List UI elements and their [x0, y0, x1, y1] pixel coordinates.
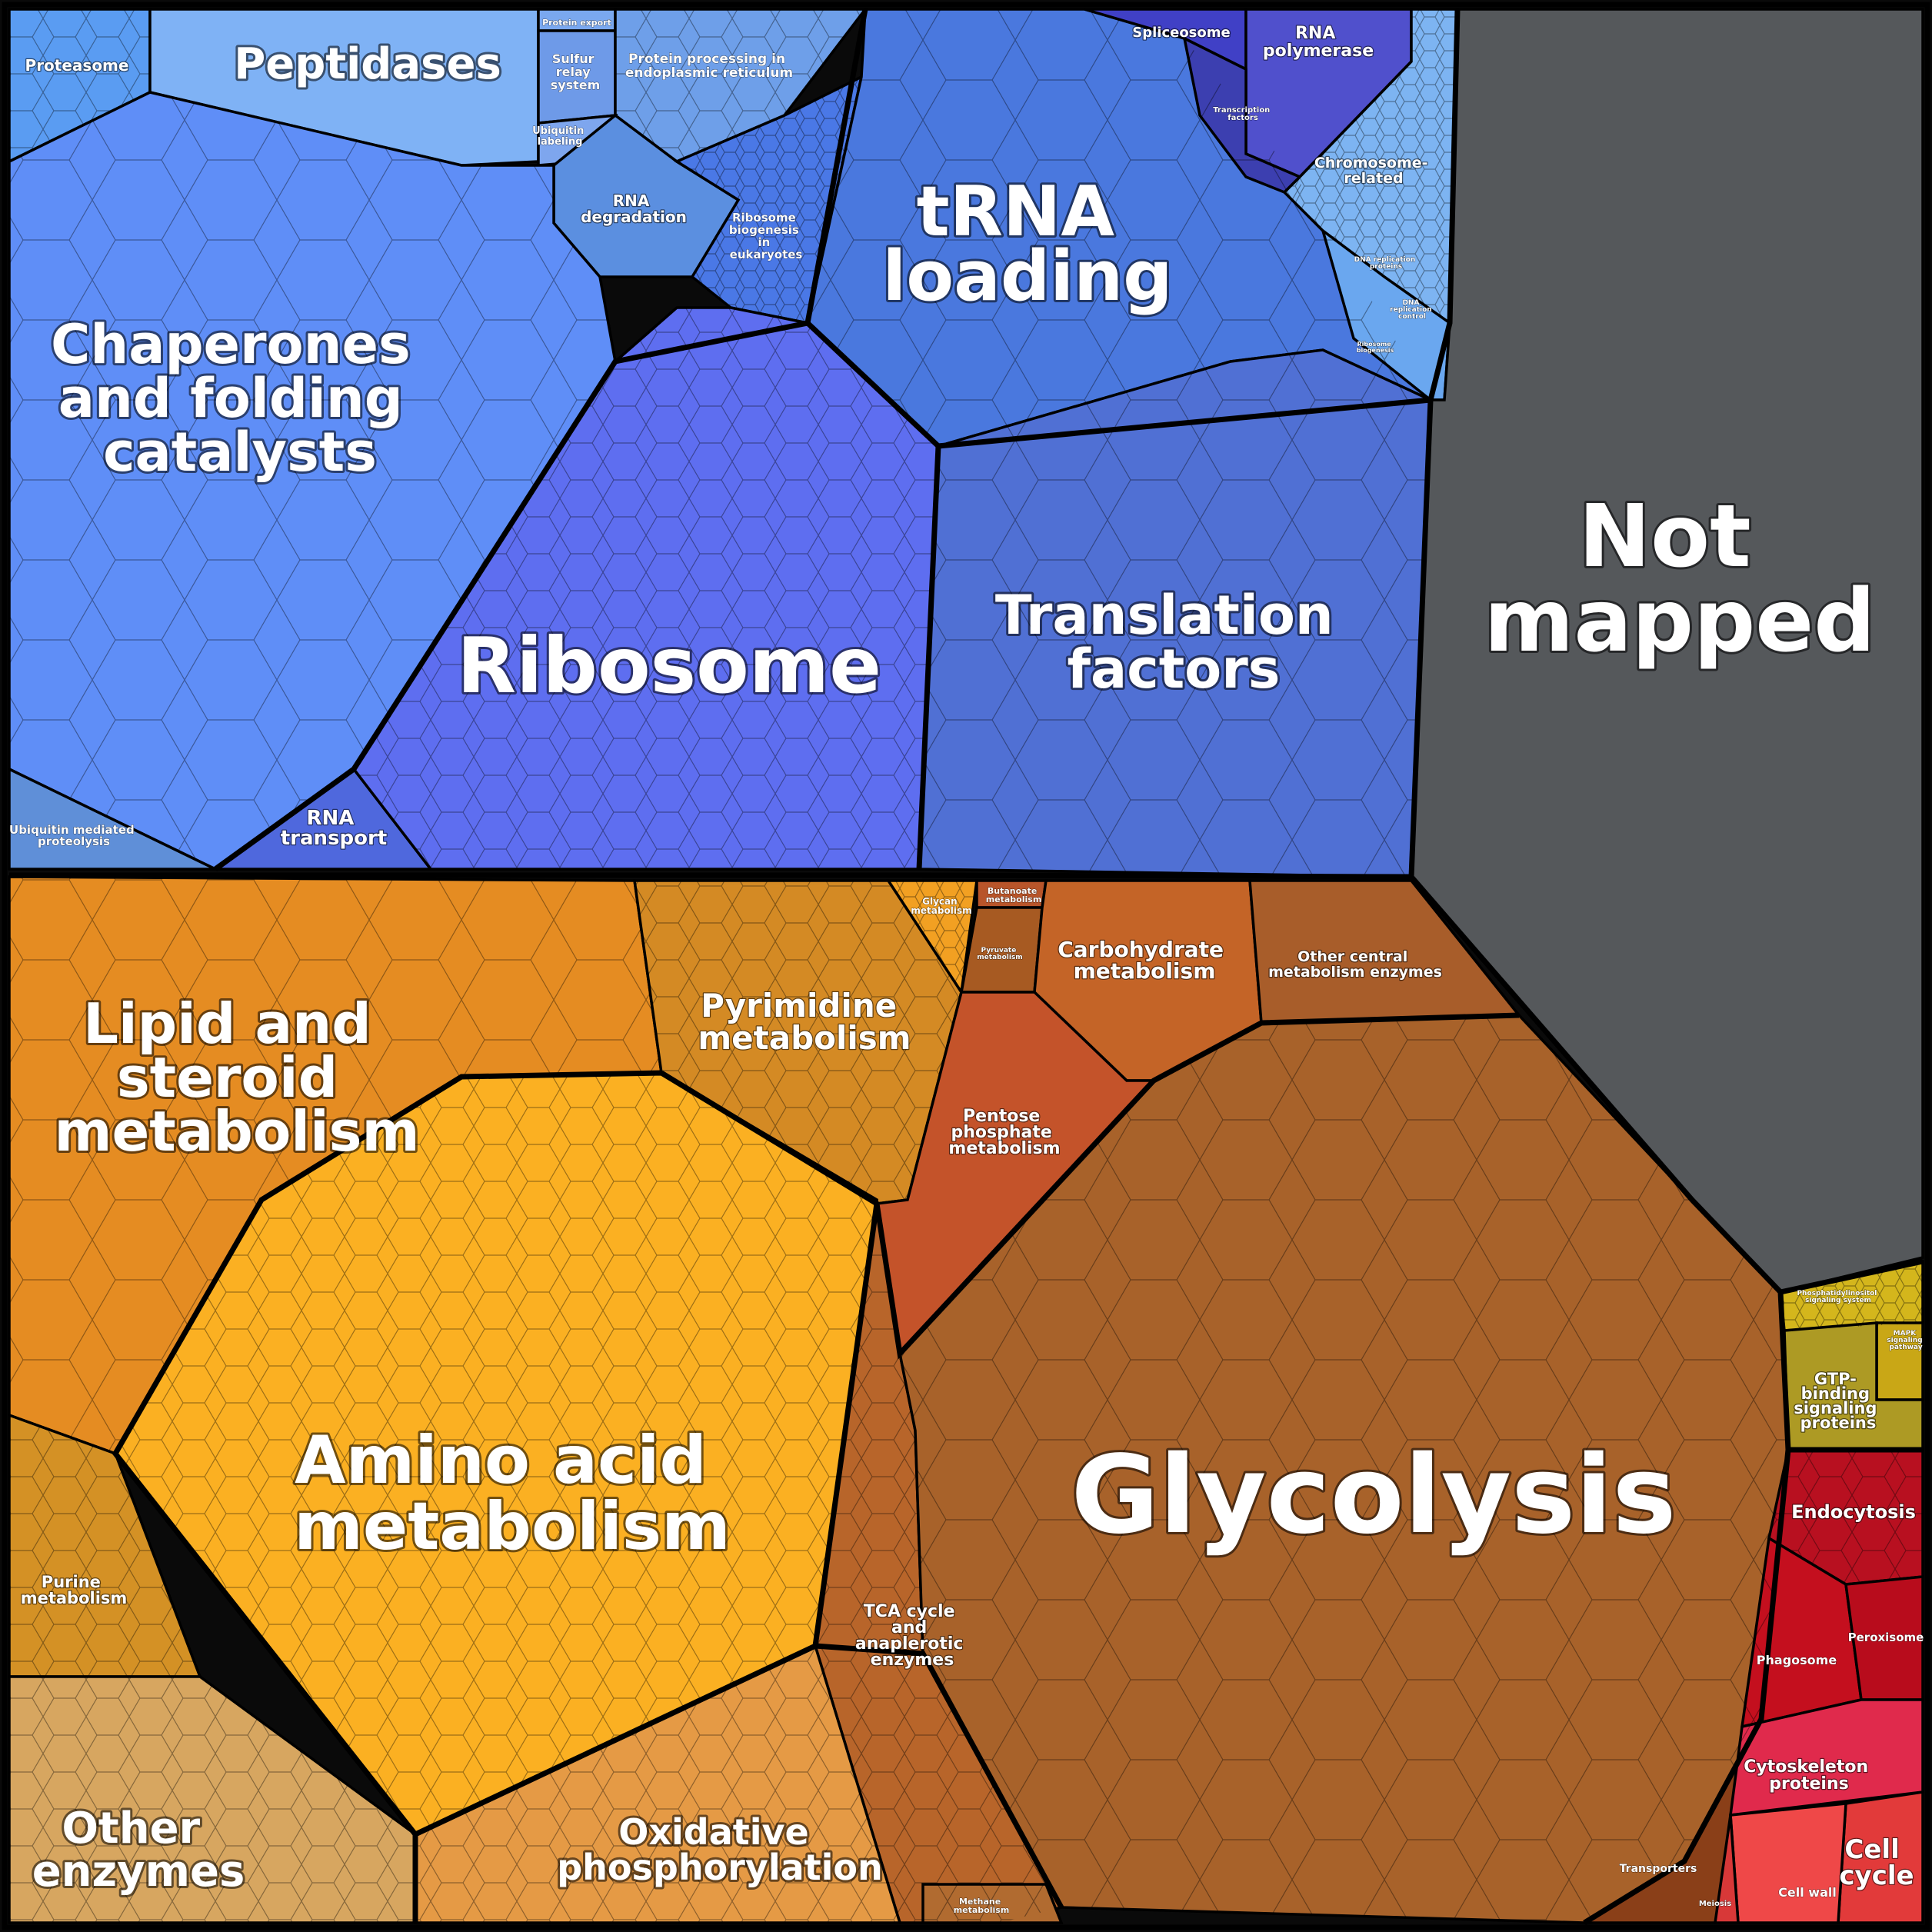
label-meiosis: Meiosis — [1699, 1900, 1731, 1908]
label-phagosome: Phagosome — [1757, 1653, 1837, 1667]
label-transporters: Transporters — [1620, 1863, 1697, 1875]
label-protein-export: Protein export — [542, 18, 611, 28]
label-phosphatidylinositol: Phosphatidylinositol signaling system — [1797, 1290, 1879, 1304]
label-ubiquitin-mediated: Ubiquitin mediated proteolysis — [9, 823, 138, 848]
label-amino-acid: Amino acid metabolism — [294, 1422, 730, 1565]
label-chromosome-related: Chromosome- related — [1314, 155, 1433, 187]
region-cell-wall — [1729, 1802, 1847, 1924]
label-glycan: Glycan metabolism — [911, 896, 971, 916]
label-rna-polymerase: RNA polymerase — [1263, 24, 1374, 61]
label-gtp-binding: GTP- binding signaling proteins — [1794, 1370, 1883, 1432]
label-ribosome: Ribosome — [457, 621, 881, 711]
label-oxidative-phosphorylation: Oxidative phosphorylation — [557, 1811, 883, 1888]
label-not-mapped: Not mapped — [1484, 487, 1876, 671]
label-purine: Purine metabolism — [21, 1573, 128, 1607]
label-endocytosis: Endocytosis — [1791, 1501, 1916, 1523]
label-pyrimidine: Pyrimidine metabolism — [698, 987, 911, 1057]
label-cell-cycle: Cell cycle — [1839, 1834, 1914, 1891]
label-dna-replication-control: DNA replication control — [1390, 299, 1434, 321]
labels: Proteasome Peptidases Protein export Sul… — [9, 18, 1925, 1916]
label-other-enzymes: Other enzymes — [32, 1804, 245, 1897]
label-butanoate: Butanoate metabolism — [986, 886, 1042, 904]
label-ribosome-biogenesis-2: Ribosome biogenesis — [1357, 341, 1394, 354]
label-rna-degradation: RNA degradation — [581, 192, 687, 226]
label-mapk: MAPK signaling pathway — [1887, 1330, 1925, 1351]
label-translation-factors: Translation factors — [995, 584, 1352, 701]
label-methane: Methane metabolism — [954, 1897, 1010, 1915]
label-protein-processing: Protein processing in endoplasmic reticu… — [625, 52, 793, 81]
label-peroxisome: Peroxisome — [1848, 1631, 1924, 1644]
label-cytoskeleton: Cytoskeleton proteins — [1744, 1757, 1874, 1794]
label-tca: TCA cycle and anaplerotic enzymes — [855, 1602, 969, 1670]
label-dna-replication-proteins: DNA replication proteins — [1354, 256, 1418, 271]
label-spliceosome: Spliceosome — [1132, 25, 1230, 41]
label-pyruvate: Pyruvate metabolism — [977, 947, 1022, 961]
label-carbohydrate: Carbohydrate metabolism — [1058, 937, 1231, 984]
label-other-central: Other central metabolism enzymes — [1268, 948, 1442, 981]
label-peptidases: Peptidases — [234, 39, 501, 89]
label-trna-loading: tRNA loading — [882, 172, 1172, 317]
label-ribosome-biogenesis: Ribosome biogenesis in eukaryotes — [729, 211, 803, 261]
label-lipid-steroid: Lipid and steroid metabolism — [54, 991, 419, 1164]
label-chaperones: Chaperones and folding catalysts — [51, 313, 429, 484]
label-pentose-phosphate: Pentose phosphate metabolism — [948, 1107, 1060, 1158]
label-proteasome: Proteasome — [25, 56, 129, 75]
label-ubiquitin-labeling: Ubiquitin labeling — [532, 125, 588, 148]
label-rna-transport: RNA transport — [281, 807, 388, 850]
label-cell-wall: Cell wall — [1778, 1885, 1837, 1900]
label-glycolysis: Glycolysis — [1071, 1433, 1676, 1558]
label-transcription-factors: Transcription factors — [1213, 106, 1273, 122]
label-sulfur-relay: Sulfur relay system — [551, 52, 601, 92]
